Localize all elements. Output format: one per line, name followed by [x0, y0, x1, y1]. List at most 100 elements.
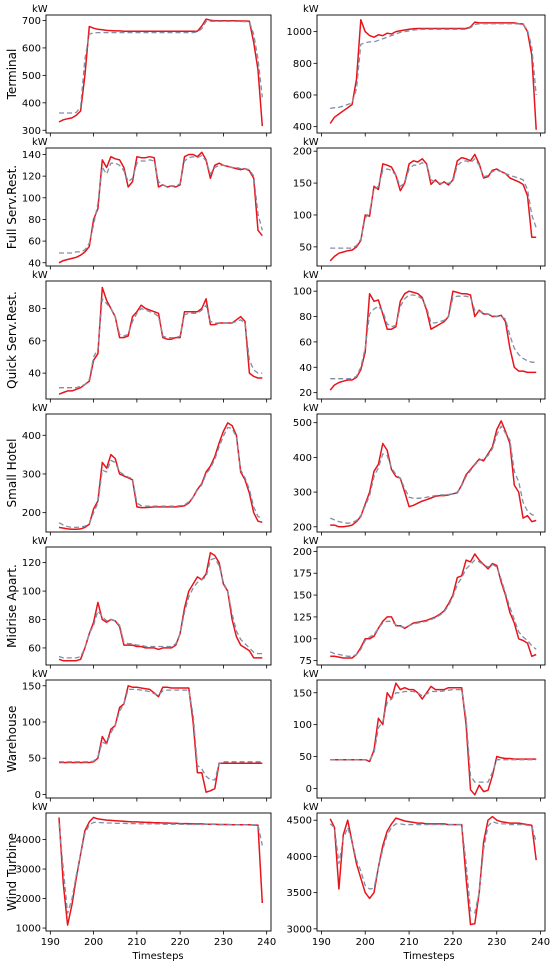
- y-tick-label-r2-right: 150: [293, 179, 312, 190]
- actual-series-line-r4-left: [58, 422, 263, 531]
- actual-series-line-r3-right: [329, 290, 537, 391]
- y-tick-label-r5-right: 200: [293, 547, 312, 558]
- y-tick-label-r2-left: 140: [22, 150, 41, 161]
- y-tick-label-r4-left: 300: [22, 469, 41, 480]
- y-tick-label-r5-right: 100: [293, 634, 312, 645]
- actual-series-line-r7-right: [329, 815, 537, 926]
- x-tick-label-r7-left: 240: [257, 937, 276, 948]
- panel-r7-left: 1000 2000 3000 4000 190 200 210 220 230 240 kW Wind…: [5, 802, 276, 948]
- predicted-series-line-r5-left: [58, 557, 263, 659]
- y-tick-label-r6-left: 50: [28, 754, 41, 765]
- y-tick-label-r1-right: 600: [293, 90, 312, 101]
- y-tick-label-r7-left: 4000: [16, 835, 41, 846]
- y-tick-label-r4-right: 200: [293, 522, 312, 533]
- unit-label-r2-left: kW: [32, 137, 48, 148]
- y-tick-label-r1-left: 700: [22, 16, 41, 27]
- panel-r4-left: 200 300 400 kW Small Hotel: [5, 403, 272, 536]
- panel-r7-right: 3000 3500 4000 4500 190 200 210 220 230 240 kW: [287, 802, 550, 948]
- y-tick-label-r2-right: 50: [299, 242, 312, 253]
- y-tick-label-r6-left: 0: [35, 790, 41, 801]
- y-tick-label-r2-left: 40: [28, 258, 41, 269]
- plot-frame-r3-right: [316, 280, 546, 400]
- row-label-r4-left: Small Hotel: [5, 439, 19, 508]
- y-tick-label-r7-left: 2000: [16, 894, 41, 905]
- predicted-series-line-r7-left: [58, 821, 263, 914]
- unit-label-r7-left: kW: [32, 802, 48, 813]
- plot-frame-r7-right: [316, 812, 546, 932]
- predicted-series-line-r6-right: [330, 688, 537, 783]
- unit-label-r7-right: kW: [303, 802, 319, 813]
- predicted-series-line-r1-right: [330, 23, 537, 110]
- y-tick-label-r6-right: 100: [293, 720, 312, 731]
- y-tick-label-r2-left: 100: [22, 193, 41, 204]
- actual-series-line-r4-right: [330, 420, 537, 528]
- y-tick-label-r1-right: 400: [293, 122, 312, 133]
- y-tick-label-r1-right: 1000: [287, 27, 312, 38]
- plot-frame-r5-left: [45, 546, 272, 666]
- unit-label-r1-left: kW: [32, 4, 48, 15]
- y-tick-label-r3-right: 40: [299, 363, 312, 374]
- actual-series-line-r5-left: [58, 551, 263, 662]
- y-tick-label-r1-left: 500: [22, 71, 41, 82]
- panel-r4-right: 200 300 400 500 kW: [293, 403, 546, 536]
- y-tick-label-r3-left: 60: [28, 336, 41, 347]
- panel-r3-left: 40 60 80 kW Quick Serv.Rest.: [5, 270, 272, 403]
- predicted-series-line-r2-right: [330, 158, 537, 249]
- y-tick-label-r4-left: 400: [22, 431, 41, 442]
- x-tick-label-r7-left: 220: [171, 937, 190, 948]
- plot-frame-r6-right: [316, 679, 546, 799]
- x-tick-label-r7-right: 230: [487, 937, 506, 948]
- actual-series-line-r2-left: [58, 151, 263, 264]
- y-tick-label-r1-left: 400: [22, 98, 41, 109]
- y-tick-label-r2-left: 120: [22, 172, 41, 183]
- x-tick-label-r7-left: 210: [127, 937, 146, 948]
- predicted-series-line-r3-right: [330, 294, 537, 380]
- plot-frame-r4-left: [45, 413, 272, 533]
- y-tick-label-r4-left: 200: [22, 508, 41, 519]
- unit-label-r3-right: kW: [303, 270, 319, 281]
- y-tick-label-r1-right: 800: [293, 59, 312, 70]
- y-tick-label-r5-left: 100: [22, 587, 41, 598]
- y-tick-label-r7-left: 1000: [16, 924, 41, 935]
- x-tick-label-r7-left: 190: [41, 937, 60, 948]
- y-tick-label-r7-left: 3000: [16, 865, 41, 876]
- y-tick-label-r4-right: 300: [293, 488, 312, 499]
- y-tick-label-r4-right: 500: [293, 418, 312, 429]
- unit-label-r4-left: kW: [32, 403, 48, 414]
- row-label-r6-left: Warehouse: [5, 706, 19, 773]
- row-label-r2-left: Full Serv.Rest.: [5, 165, 19, 249]
- y-tick-label-r6-left: 100: [22, 717, 41, 728]
- x-tick-label-r7-right: 240: [531, 937, 550, 948]
- predicted-series-line-r7-right: [329, 821, 537, 914]
- unit-label-r5-right: kW: [303, 536, 319, 547]
- y-tick-label-r1-left: 600: [22, 43, 41, 54]
- x-axis-title-right: Timesteps: [402, 951, 454, 962]
- unit-label-r5-left: kW: [32, 536, 48, 547]
- plot-frame-r1-left: [45, 14, 272, 134]
- y-tick-label-r2-left: 80: [28, 215, 41, 226]
- x-tick-label-r7-right: 190: [312, 937, 331, 948]
- y-tick-label-r5-right: 175: [293, 569, 312, 580]
- actual-series-line-r6-left: [59, 685, 263, 793]
- y-tick-label-r6-right: 0: [306, 784, 312, 795]
- y-tick-label-r7-right: 4000: [287, 852, 312, 863]
- x-tick-label-r7-right: 200: [356, 937, 375, 948]
- y-tick-label-r2-right: 200: [293, 147, 312, 158]
- unit-label-r4-right: kW: [303, 403, 319, 414]
- panel-r3-right: 20 40 60 80 100 kW: [293, 270, 546, 403]
- y-tick-label-r2-left: 60: [28, 237, 41, 248]
- predicted-series-line-r4-right: [329, 425, 537, 524]
- unit-label-r1-right: kW: [303, 4, 319, 15]
- plot-frame-r6-left: [45, 679, 272, 799]
- y-tick-label-r3-left: 80: [28, 304, 41, 315]
- predicted-series-line-r6-left: [59, 688, 263, 781]
- y-tick-label-r7-right: 3000: [287, 924, 312, 935]
- plot-frame-r2-left: [45, 147, 272, 267]
- y-tick-label-r5-left: 120: [22, 558, 41, 569]
- actual-series-line-r2-right: [329, 153, 537, 262]
- plot-frame-r4-right: [316, 413, 546, 533]
- predicted-series-line-r5-right: [329, 559, 537, 657]
